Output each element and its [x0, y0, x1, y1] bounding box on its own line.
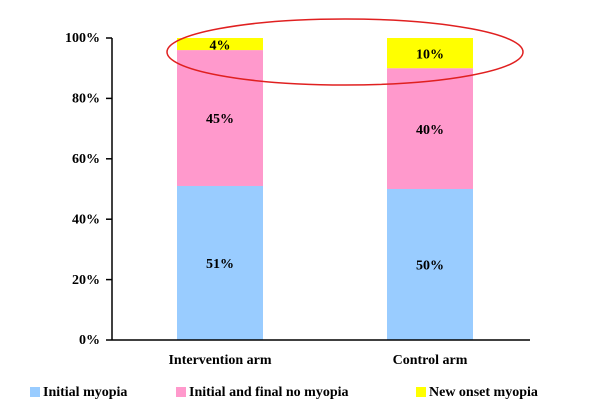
bar-segment [387, 189, 473, 340]
legend-swatch [416, 387, 426, 397]
y-tick-label: 100% [65, 31, 100, 46]
legend-swatch [176, 387, 186, 397]
data-label: 40% [416, 123, 444, 138]
y-tick-label: 80% [72, 92, 100, 107]
highlight-ellipse [166, 18, 524, 86]
y-tick-label: 40% [72, 212, 100, 227]
bar-segment [177, 38, 263, 51]
legend-label: New onset myopia [429, 385, 538, 400]
data-label: 10% [416, 47, 444, 62]
y-tick-label: 60% [72, 152, 100, 167]
bar-segment [177, 185, 263, 340]
x-tick-label: Control arm [393, 353, 468, 368]
data-label: 50% [416, 259, 444, 274]
bar-segment [387, 38, 473, 69]
data-label: 51% [206, 257, 234, 272]
x-tick-label: Intervention arm [168, 353, 271, 368]
data-label: 45% [206, 112, 234, 127]
legend-swatch [30, 387, 40, 397]
legend-label: Initial and final no myopia [189, 385, 349, 400]
bar-segment [387, 68, 473, 189]
bar-segment [177, 50, 263, 186]
data-label: 4% [210, 38, 231, 53]
legend-label: Initial myopia [43, 385, 127, 400]
y-tick-label: 20% [72, 273, 100, 288]
y-tick-label: 0% [79, 333, 100, 348]
